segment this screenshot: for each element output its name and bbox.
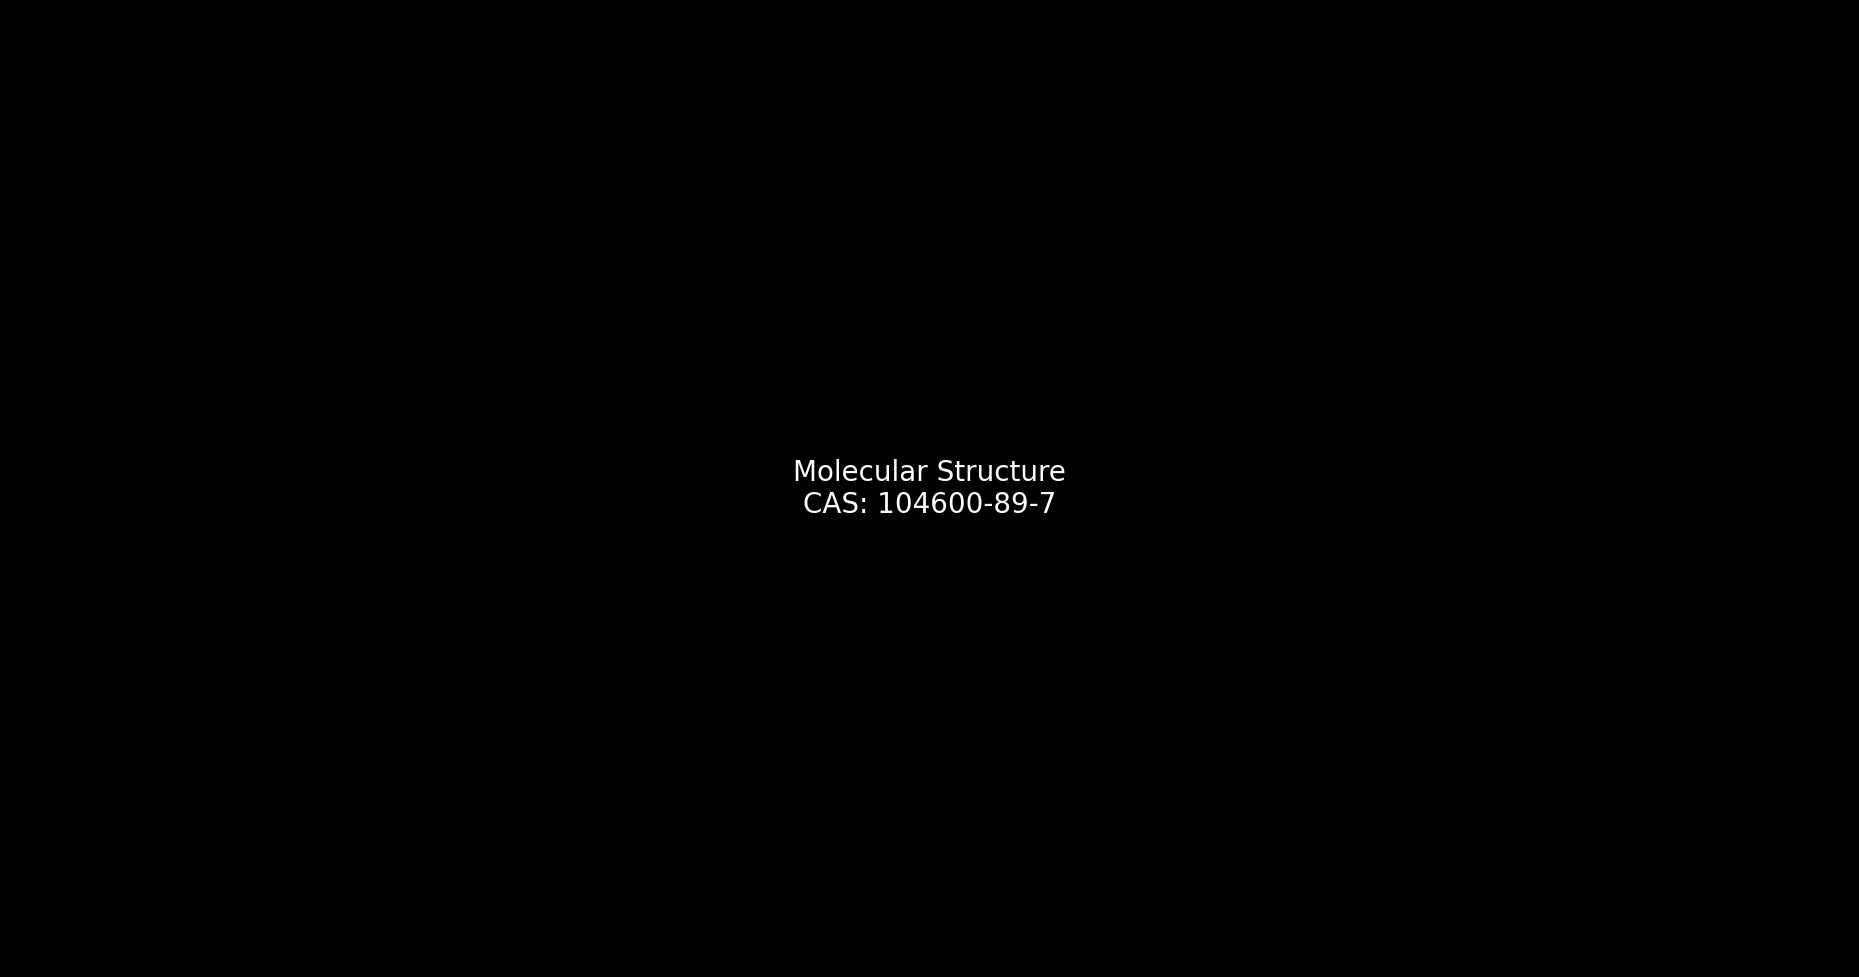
Text: Molecular Structure
CAS: 104600-89-7: Molecular Structure CAS: 104600-89-7 [794, 458, 1065, 519]
